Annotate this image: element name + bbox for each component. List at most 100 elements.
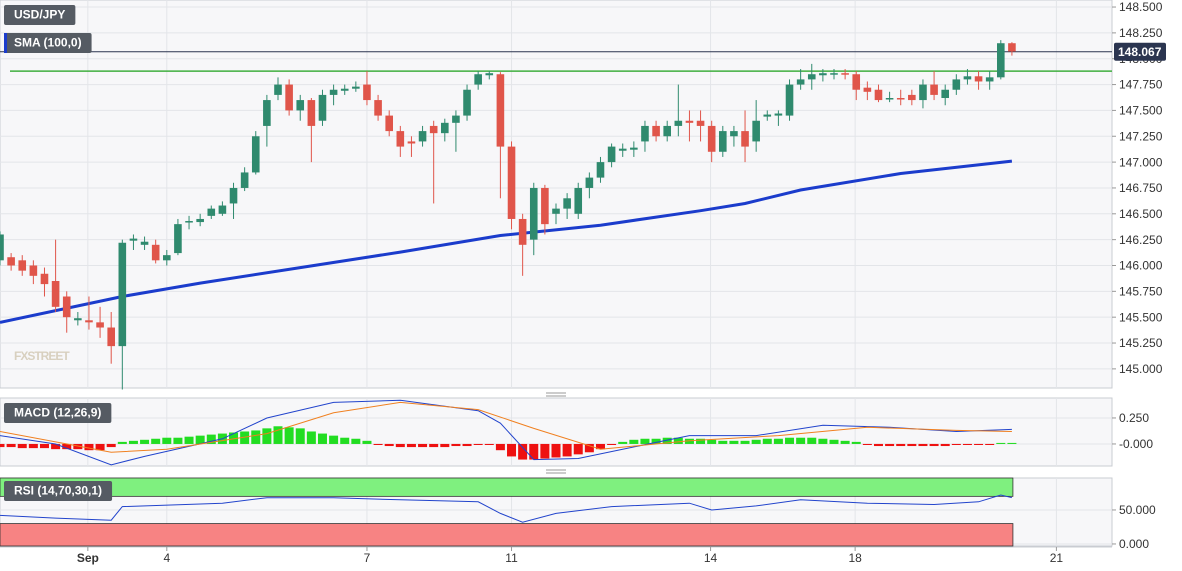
histogram-bar (306, 431, 316, 444)
candle-body (563, 198, 571, 209)
separator (546, 392, 566, 474)
y-tick-label: 147.000 (1119, 155, 1163, 169)
histogram-bar (829, 439, 839, 444)
candle-body (285, 84, 293, 111)
histogram-bar (317, 433, 327, 444)
histogram-bar (640, 438, 650, 444)
panel (0, 0, 1113, 389)
candle-body (852, 74, 861, 90)
histogram-bar (796, 437, 806, 444)
candle-body (885, 98, 894, 100)
histogram-bar (106, 443, 116, 448)
candle-body (151, 244, 160, 261)
candle-body (719, 131, 727, 152)
candle-body (529, 187, 538, 240)
histogram-bar (173, 437, 183, 444)
candle-body (641, 125, 649, 142)
candle-body (607, 146, 616, 163)
histogram-bar (707, 439, 717, 444)
candle-body (174, 224, 182, 254)
y-tick-label: 145.750 (1119, 285, 1163, 299)
histogram-bar (951, 443, 961, 445)
candle-body (185, 221, 193, 223)
histogram-bar (151, 438, 161, 444)
histogram-bar (573, 443, 583, 455)
candle-body (307, 100, 316, 126)
candle-body (62, 296, 71, 318)
candle-body (741, 131, 749, 147)
histogram-bar (629, 439, 639, 444)
histogram-bar (696, 438, 706, 444)
y-tick-label: 145.500 (1119, 310, 1163, 324)
histogram-bar (62, 443, 72, 450)
candle-body (229, 187, 238, 204)
y-tick-label: 145.000 (1119, 362, 1163, 376)
candle-body (896, 98, 905, 100)
histogram-bar (862, 443, 872, 445)
label-text: USD/JPY (14, 8, 65, 22)
histogram-bar (751, 439, 761, 444)
histogram-bar (6, 443, 16, 448)
histogram-bar (162, 437, 172, 444)
candle-body (163, 255, 171, 261)
histogram-bar (684, 438, 694, 444)
histogram-bar (773, 438, 783, 444)
y-tick-label: 0.250 (1119, 411, 1149, 425)
candle-body (863, 87, 872, 92)
histogram-bar (651, 438, 661, 444)
histogram-bar (229, 432, 239, 444)
histogram-bar (584, 443, 594, 453)
histogram-bar (51, 443, 61, 450)
histogram-bar (373, 443, 383, 445)
candle-body (496, 74, 505, 147)
histogram-bar (996, 442, 1006, 444)
histogram-bar (551, 443, 561, 458)
histogram-bar (484, 443, 494, 445)
histogram-bar (818, 438, 828, 444)
candle-body (618, 148, 627, 151)
histogram-bar (762, 438, 772, 444)
candle-body (263, 100, 271, 126)
candle-body (196, 218, 204, 223)
histogram-bar (462, 443, 472, 447)
candle-body (452, 115, 460, 123)
line (0, 401, 1012, 453)
histogram-bar (562, 443, 572, 457)
histogram-bar (785, 437, 795, 444)
candle-body (385, 115, 393, 132)
histogram-bar (0, 443, 5, 448)
line (0, 399, 1012, 466)
band (0, 523, 1014, 547)
candle-body (674, 120, 683, 126)
histogram-bar (540, 443, 550, 459)
candle-body (129, 238, 138, 241)
x-tick-label: 21 (1050, 551, 1064, 565)
histogram-bar (406, 443, 416, 448)
histogram-bar (329, 435, 339, 444)
histogram-bar (351, 438, 361, 444)
candle-body (807, 74, 816, 80)
x-tick-label: Sep (77, 551, 99, 565)
histogram-bar (940, 443, 950, 447)
candle-body (830, 73, 838, 75)
histogram-bar (807, 437, 817, 444)
indicator-label: SMA (100,0) (4, 33, 92, 53)
candle-body (118, 242, 127, 347)
histogram-bar (240, 431, 250, 444)
histogram-bar (17, 443, 27, 449)
candle-body (952, 79, 961, 90)
y-tick-label: 147.500 (1119, 104, 1163, 118)
candle-body (930, 84, 938, 95)
label-box (4, 5, 76, 25)
candle-body (552, 208, 560, 214)
x-tick-label: 4 (163, 551, 170, 565)
histogram-bar (95, 443, 105, 451)
y-tick-label: 147.250 (1119, 129, 1163, 143)
histogram-bar (607, 443, 617, 445)
histogram-bar (206, 434, 216, 444)
candle-body (74, 318, 82, 321)
candle-body (963, 76, 972, 80)
label-box (4, 403, 112, 423)
candle-body (596, 162, 605, 178)
